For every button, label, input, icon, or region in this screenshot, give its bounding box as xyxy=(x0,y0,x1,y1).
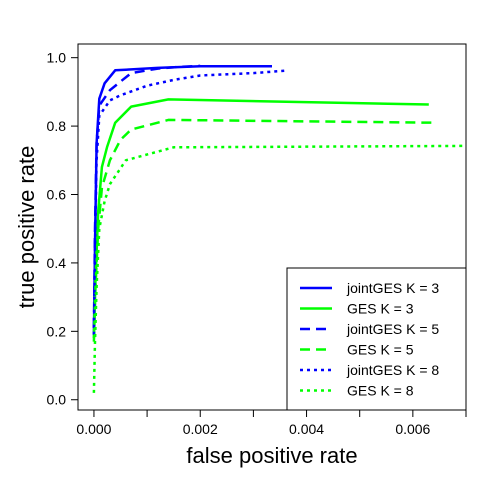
legend-label: jointGES K = 8 xyxy=(346,362,439,378)
series-line-3 xyxy=(92,64,201,328)
series-line-1 xyxy=(92,64,272,335)
x-tick-label: 0.002 xyxy=(183,421,218,437)
legend-label: jointGES K = 3 xyxy=(346,280,439,296)
x-tick-label: 0.004 xyxy=(289,421,324,437)
series-lines xyxy=(92,64,467,393)
y-tick-label: 1.0 xyxy=(47,50,67,66)
y-tick-label: 0.4 xyxy=(47,255,67,271)
x-axis-title: false positive rate xyxy=(186,443,357,468)
legend-label: GES K = 3 xyxy=(347,301,414,317)
legend: jointGES K = 3 GES K = 3 jointGES K = 5 GES… xyxy=(286,267,467,411)
x-tick-label: 0.006 xyxy=(395,421,430,437)
series-line-4 xyxy=(92,118,435,342)
legend-box xyxy=(286,267,467,411)
legend-label: GES K = 8 xyxy=(347,383,414,399)
legend-items: jointGES K = 3 GES K = 3 jointGES K = 5 GES… xyxy=(300,280,439,399)
y-tick-label: 0.8 xyxy=(47,118,67,134)
x-tick-label: 0.000 xyxy=(76,421,111,437)
legend-label: jointGES K = 5 xyxy=(346,321,439,337)
series-line-5 xyxy=(92,69,286,335)
plot-frame xyxy=(77,43,467,411)
y-tick-label: 0.2 xyxy=(47,323,67,339)
y-axis-title: true positive rate xyxy=(14,146,39,309)
tick-marks: 0.000 0.002 0.004 0.006 0.0 0.2 0.4 0.6 0.8 1.0 xyxy=(47,50,467,437)
y-tick-label: 0.6 xyxy=(47,187,67,203)
y-tick-label: 0.0 xyxy=(47,392,67,408)
legend-label: GES K = 5 xyxy=(347,342,414,358)
